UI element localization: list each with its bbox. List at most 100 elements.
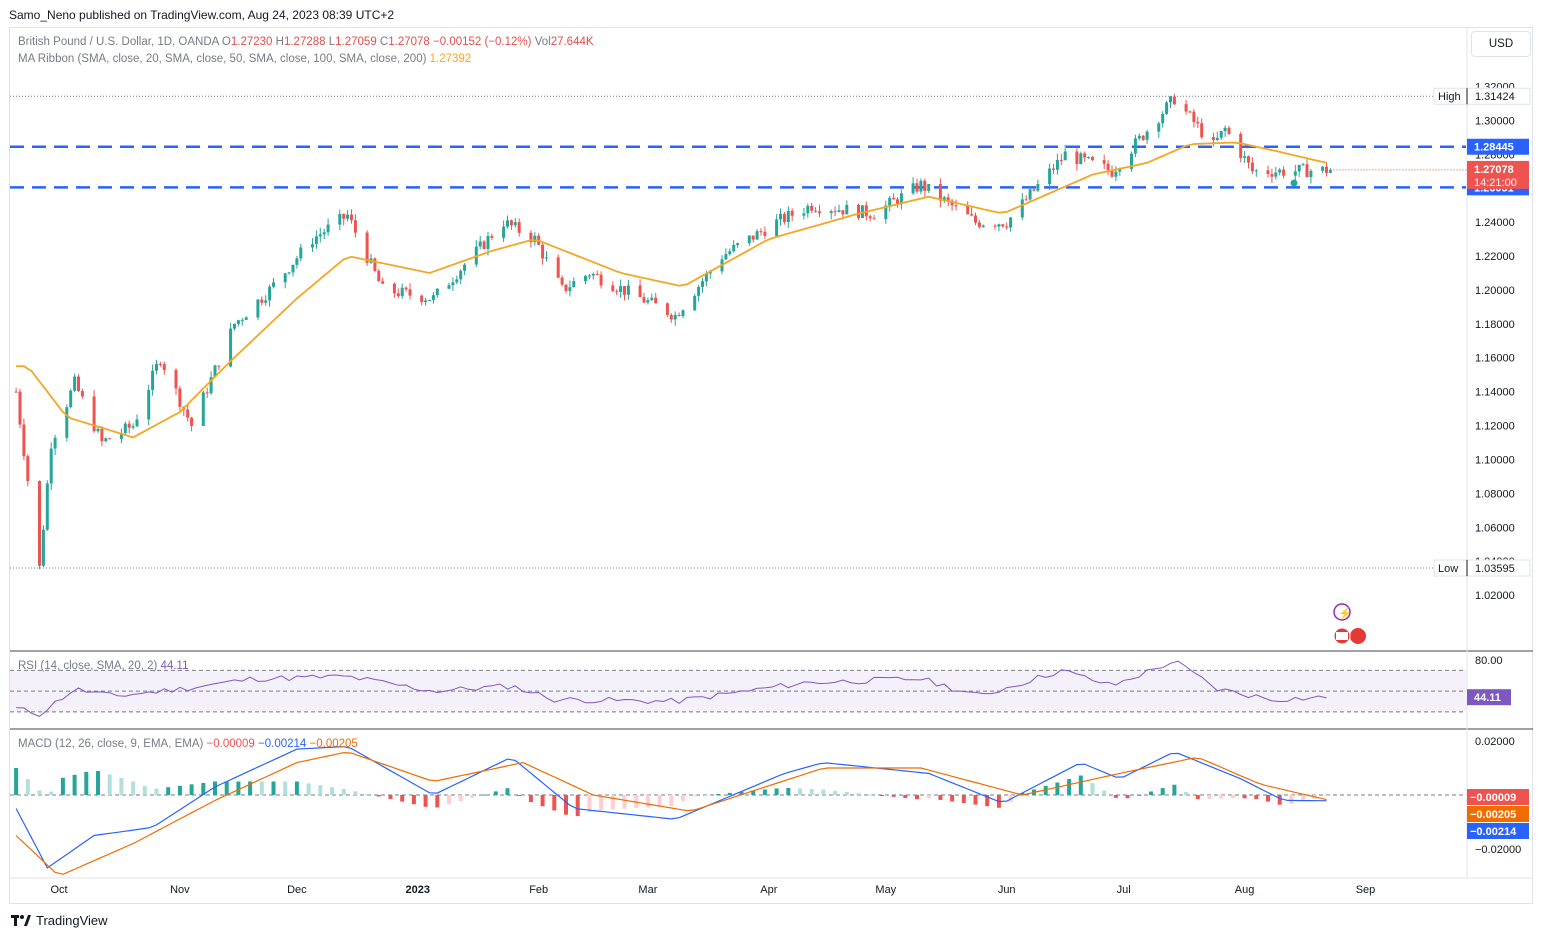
macd-signal-value: −0.00214 <box>258 738 307 750</box>
candle-body <box>174 370 178 389</box>
candle-body <box>1133 138 1137 154</box>
macd-hist-bar <box>786 787 791 795</box>
candle-body <box>806 205 810 214</box>
macd-hist-bar <box>1230 795 1235 799</box>
candle-body <box>1239 133 1243 158</box>
currency-button[interactable]: USD <box>1471 31 1531 57</box>
macd-hist-bar <box>306 783 311 795</box>
candle-body <box>915 183 919 192</box>
high-label: H <box>275 36 284 48</box>
candle-body <box>954 205 958 207</box>
candle-body <box>1321 166 1325 171</box>
price-axis-tick-1: 1.30000 <box>1475 115 1515 127</box>
macd-label: MACD (12, 26, close, 9, EMA, EMA) <box>18 738 204 750</box>
macd-hist-bar <box>435 795 440 808</box>
tradingview-brand[interactable]: TradingView <box>11 913 108 928</box>
macd-hist-bar <box>727 792 732 795</box>
candle-body <box>213 365 217 378</box>
candle-body <box>408 289 412 296</box>
candle-body <box>513 222 517 226</box>
candle-body <box>392 283 396 294</box>
macd-hist-bar <box>1020 792 1025 795</box>
candle-body <box>981 225 985 227</box>
candle-body <box>673 314 677 320</box>
candle-body <box>619 286 623 293</box>
rsi-legend[interactable]: RSI (14, close, SMA, 20, 2) 44.11 <box>18 660 188 672</box>
macd-hist-bar <box>938 795 943 800</box>
candle-body <box>135 419 139 427</box>
macd-hist-bar <box>552 795 557 811</box>
macd-hist-bar <box>1184 791 1189 795</box>
price-axis-tick-5: 1.22000 <box>1475 251 1515 263</box>
ma-ribbon-legend[interactable]: MA Ribbon (SMA, close, 20, SMA, close, 5… <box>18 53 471 65</box>
candle-body <box>1254 170 1258 172</box>
macd-hist-bar <box>1324 795 1329 797</box>
candle-body <box>638 285 642 298</box>
candle-body <box>1157 123 1161 132</box>
ma-ribbon-value: 1.27392 <box>429 53 472 65</box>
candle-body <box>1270 174 1274 177</box>
vol-label: Vol <box>534 36 551 48</box>
macd-hist-bar <box>283 781 288 795</box>
time-axis-tick-10: Aug <box>1235 884 1255 896</box>
macd-axis-tick-0: 0.02000 <box>1475 736 1515 748</box>
high-marker-label: High <box>1438 91 1461 103</box>
candle-body <box>447 285 451 289</box>
time-axis-tick-1: Nov <box>170 884 190 896</box>
rsi-value-tag <box>1467 689 1511 706</box>
macd-hist-bar <box>645 795 650 808</box>
candle-body <box>942 197 946 201</box>
candle-body <box>1009 217 1013 228</box>
candle-body <box>233 323 236 329</box>
candle-body <box>899 193 903 205</box>
macd-hist-bar <box>353 791 358 795</box>
candle-body <box>896 199 899 205</box>
macd-hist-bar <box>926 795 931 799</box>
candle-body <box>1211 137 1215 140</box>
candle-body <box>755 231 759 240</box>
macd-legend[interactable]: MACD (12, 26, close, 9, EMA, EMA) −0.000… <box>18 738 358 750</box>
macd-hist-bar <box>961 795 966 804</box>
macd-hist-bar <box>189 784 194 795</box>
candle-body <box>53 437 57 449</box>
macd-hist-bar <box>493 791 498 795</box>
macd-hist-bar <box>1289 795 1294 805</box>
candle-body <box>283 273 287 283</box>
candle-body <box>564 284 568 291</box>
rsi-line <box>16 660 1327 717</box>
candle-body <box>1059 159 1063 161</box>
open-label: O <box>221 36 231 48</box>
candle-body <box>790 210 794 216</box>
symbol-legend[interactable]: British Pound / U.S. Dollar, 1D, OANDA O… <box>18 36 594 48</box>
macd-hist-bar <box>458 795 463 802</box>
candle-body <box>1297 164 1301 172</box>
candle-body <box>1325 166 1328 173</box>
candle-body <box>584 275 587 282</box>
candle-body <box>346 214 350 219</box>
flash-event-icon <box>1333 603 1351 621</box>
macd-hist-bar <box>1102 790 1107 795</box>
low-marker-value: 1.03595 <box>1475 563 1515 575</box>
candle-body <box>1001 224 1005 227</box>
candle-body <box>131 426 135 428</box>
candle-body <box>568 287 572 291</box>
macd-tag-histogram <box>1467 789 1529 805</box>
candle-body <box>509 220 513 226</box>
candle-body <box>287 272 291 274</box>
candle-body <box>486 236 490 249</box>
candle-body <box>482 241 486 249</box>
candle-body <box>1278 169 1282 173</box>
candle-body <box>318 234 322 237</box>
macd-hist-bar <box>564 795 568 815</box>
macd-hist-bar <box>704 795 709 796</box>
macd-hist-bar <box>1149 791 1153 795</box>
candle-body <box>966 205 970 215</box>
rsi-label: RSI (14, close, SMA, 20, 2) <box>18 660 158 672</box>
macd-hist-bar <box>1277 795 1282 805</box>
candle-body <box>73 376 77 391</box>
ma-ribbon-label: MA Ribbon (SMA, close, 20, SMA, close, 5… <box>18 53 427 65</box>
candle-body <box>1293 171 1297 176</box>
candle-body <box>810 205 814 211</box>
candle-body <box>151 370 155 390</box>
